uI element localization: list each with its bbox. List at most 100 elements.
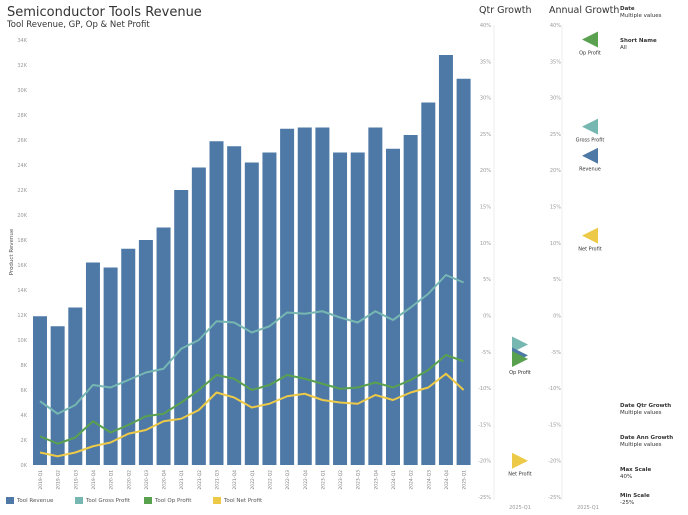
x-tick-label: 2020-Q2 bbox=[126, 470, 132, 490]
filter-value: -25% bbox=[620, 500, 635, 506]
x-tick-label: 2020-Q4 bbox=[162, 470, 168, 490]
triangle-marker-net-profit bbox=[512, 452, 528, 469]
legend-label: Tool Op Profit bbox=[155, 497, 192, 504]
y-tick-label: 35% bbox=[550, 59, 561, 65]
x-tick-label: 2019-Q3 bbox=[73, 470, 79, 490]
line-tool-gross-profit bbox=[39, 274, 464, 415]
y-tick-label: 0% bbox=[553, 313, 561, 319]
y-tick-label: 34K bbox=[17, 38, 27, 44]
marker-label: Net Profit bbox=[578, 247, 601, 253]
y-tick-label: 20K bbox=[17, 213, 27, 219]
x-tick-label: 2023-Q2 bbox=[338, 470, 344, 490]
revenue-bar bbox=[421, 102, 436, 465]
revenue-bar bbox=[350, 152, 365, 465]
filter-label: Min Scale bbox=[620, 493, 650, 499]
parameter-min-scale[interactable]: Min Scale -25% bbox=[620, 493, 650, 507]
y-tick-label: 22K bbox=[17, 188, 27, 194]
revenue-bar bbox=[85, 262, 100, 465]
y-tick-label: 15% bbox=[550, 205, 561, 211]
filter-date-qtr-growth[interactable]: Date Qtr Growth Multiple values bbox=[620, 403, 671, 417]
filter-label: Max Scale bbox=[620, 467, 652, 473]
y-tick-label: 20% bbox=[480, 168, 491, 174]
legend-swatch bbox=[144, 497, 152, 504]
legend-label: Tool Revenue bbox=[17, 497, 54, 504]
y-tick-label: 16K bbox=[17, 263, 27, 269]
legend-item-gross-profit[interactable]: Tool Gross Profit bbox=[75, 497, 130, 504]
x-tick-label: 2022-Q2 bbox=[267, 470, 273, 490]
y-tick-label: 5% bbox=[483, 277, 491, 283]
revenue-bar bbox=[403, 135, 418, 465]
x-tick-label: 2019-Q1 bbox=[38, 470, 44, 490]
x-tick-label: 2023-Q3 bbox=[356, 470, 362, 490]
parameter-max-scale[interactable]: Max Scale 40% bbox=[620, 467, 651, 481]
y-tick-label: -15% bbox=[548, 422, 561, 428]
x-tick-label: 2024-Q4 bbox=[444, 470, 450, 490]
y-tick-label: 40% bbox=[480, 23, 491, 29]
triangle-marker-gross-profit bbox=[582, 118, 598, 135]
legend-swatch bbox=[6, 497, 14, 504]
y-tick-label: 40% bbox=[550, 23, 561, 29]
x-tick-label: 2019-Q2 bbox=[56, 470, 62, 490]
y-tick-label: 14K bbox=[17, 288, 27, 294]
y-tick-label: 20% bbox=[550, 168, 561, 174]
y-tick-label: -5% bbox=[481, 350, 491, 356]
filter-short-name[interactable]: Short Name All bbox=[620, 38, 657, 52]
revenue-bar bbox=[333, 152, 348, 465]
filter-label: Short Name bbox=[620, 38, 657, 44]
filter-label: Date bbox=[620, 6, 635, 12]
y-tick-label: 6K bbox=[21, 388, 28, 394]
marker-label: Op Profit bbox=[509, 370, 531, 376]
legend-item-net-profit[interactable]: Tool Net Profit bbox=[213, 497, 262, 504]
legend-item-revenue[interactable]: Tool Revenue bbox=[6, 497, 53, 504]
triangle-marker-op-profit bbox=[512, 351, 528, 368]
x-tick-label: 2025-Q1 bbox=[577, 505, 599, 511]
x-tick-label: 2023-Q1 bbox=[320, 470, 326, 490]
x-tick-label: 2019-Q4 bbox=[91, 470, 97, 490]
revenue-bar bbox=[174, 190, 189, 465]
x-tick-label: 2025-Q1 bbox=[509, 505, 531, 511]
revenue-bar bbox=[50, 326, 65, 465]
revenue-bar bbox=[227, 146, 242, 465]
y-tick-label: -25% bbox=[548, 495, 561, 501]
filter-value: Multiple values bbox=[620, 442, 662, 448]
x-tick-label: 2024-Q2 bbox=[409, 470, 415, 490]
y-tick-label: 25% bbox=[480, 132, 491, 138]
y-tick-label: -5% bbox=[551, 350, 561, 356]
triangle-marker-op-profit bbox=[582, 31, 598, 48]
revenue-bar bbox=[103, 267, 118, 465]
y-tick-label: -10% bbox=[548, 386, 561, 392]
triangle-marker-net-profit bbox=[582, 227, 598, 244]
y-tick-label: -20% bbox=[478, 459, 491, 465]
marker-label: Net Profit bbox=[508, 472, 531, 478]
y-tick-label: 10% bbox=[480, 241, 491, 247]
y-tick-label: 5% bbox=[553, 277, 561, 283]
revenue-bar bbox=[297, 127, 312, 465]
x-tick-label: 2022-Q1 bbox=[250, 470, 256, 490]
revenue-bar bbox=[244, 162, 259, 465]
y-tick-label: 32K bbox=[17, 63, 27, 69]
revenue-bar bbox=[138, 240, 153, 465]
revenue-bar bbox=[456, 78, 471, 465]
y-tick-label: 24K bbox=[17, 163, 27, 169]
filter-date[interactable]: Date Multiple values bbox=[620, 6, 661, 20]
y-tick-label: 15% bbox=[480, 205, 491, 211]
legend-item-op-profit[interactable]: Tool Op Profit bbox=[144, 497, 191, 504]
y-tick-label: 2K bbox=[21, 438, 28, 444]
y-tick-label: 10K bbox=[17, 338, 27, 344]
x-tick-label: 2020-Q1 bbox=[109, 470, 115, 490]
qtr-growth-title: Qtr Growth bbox=[479, 5, 532, 16]
x-tick-label: 2021-Q3 bbox=[215, 470, 221, 490]
y-tick-label: 35% bbox=[480, 59, 491, 65]
revenue-bar bbox=[280, 128, 295, 465]
y-tick-label: -25% bbox=[478, 495, 491, 501]
filter-value: Multiple values bbox=[620, 410, 662, 416]
x-tick-label: 2025-Q1 bbox=[462, 470, 468, 490]
y-tick-label: -15% bbox=[478, 422, 491, 428]
y-tick-label: 0% bbox=[483, 313, 491, 319]
y-tick-label: -20% bbox=[548, 459, 561, 465]
y-tick-label: 26K bbox=[17, 138, 27, 144]
marker-label: Op Profit bbox=[579, 51, 601, 57]
filter-date-ann-growth[interactable]: Date Ann Growth Multiple values bbox=[620, 435, 673, 449]
